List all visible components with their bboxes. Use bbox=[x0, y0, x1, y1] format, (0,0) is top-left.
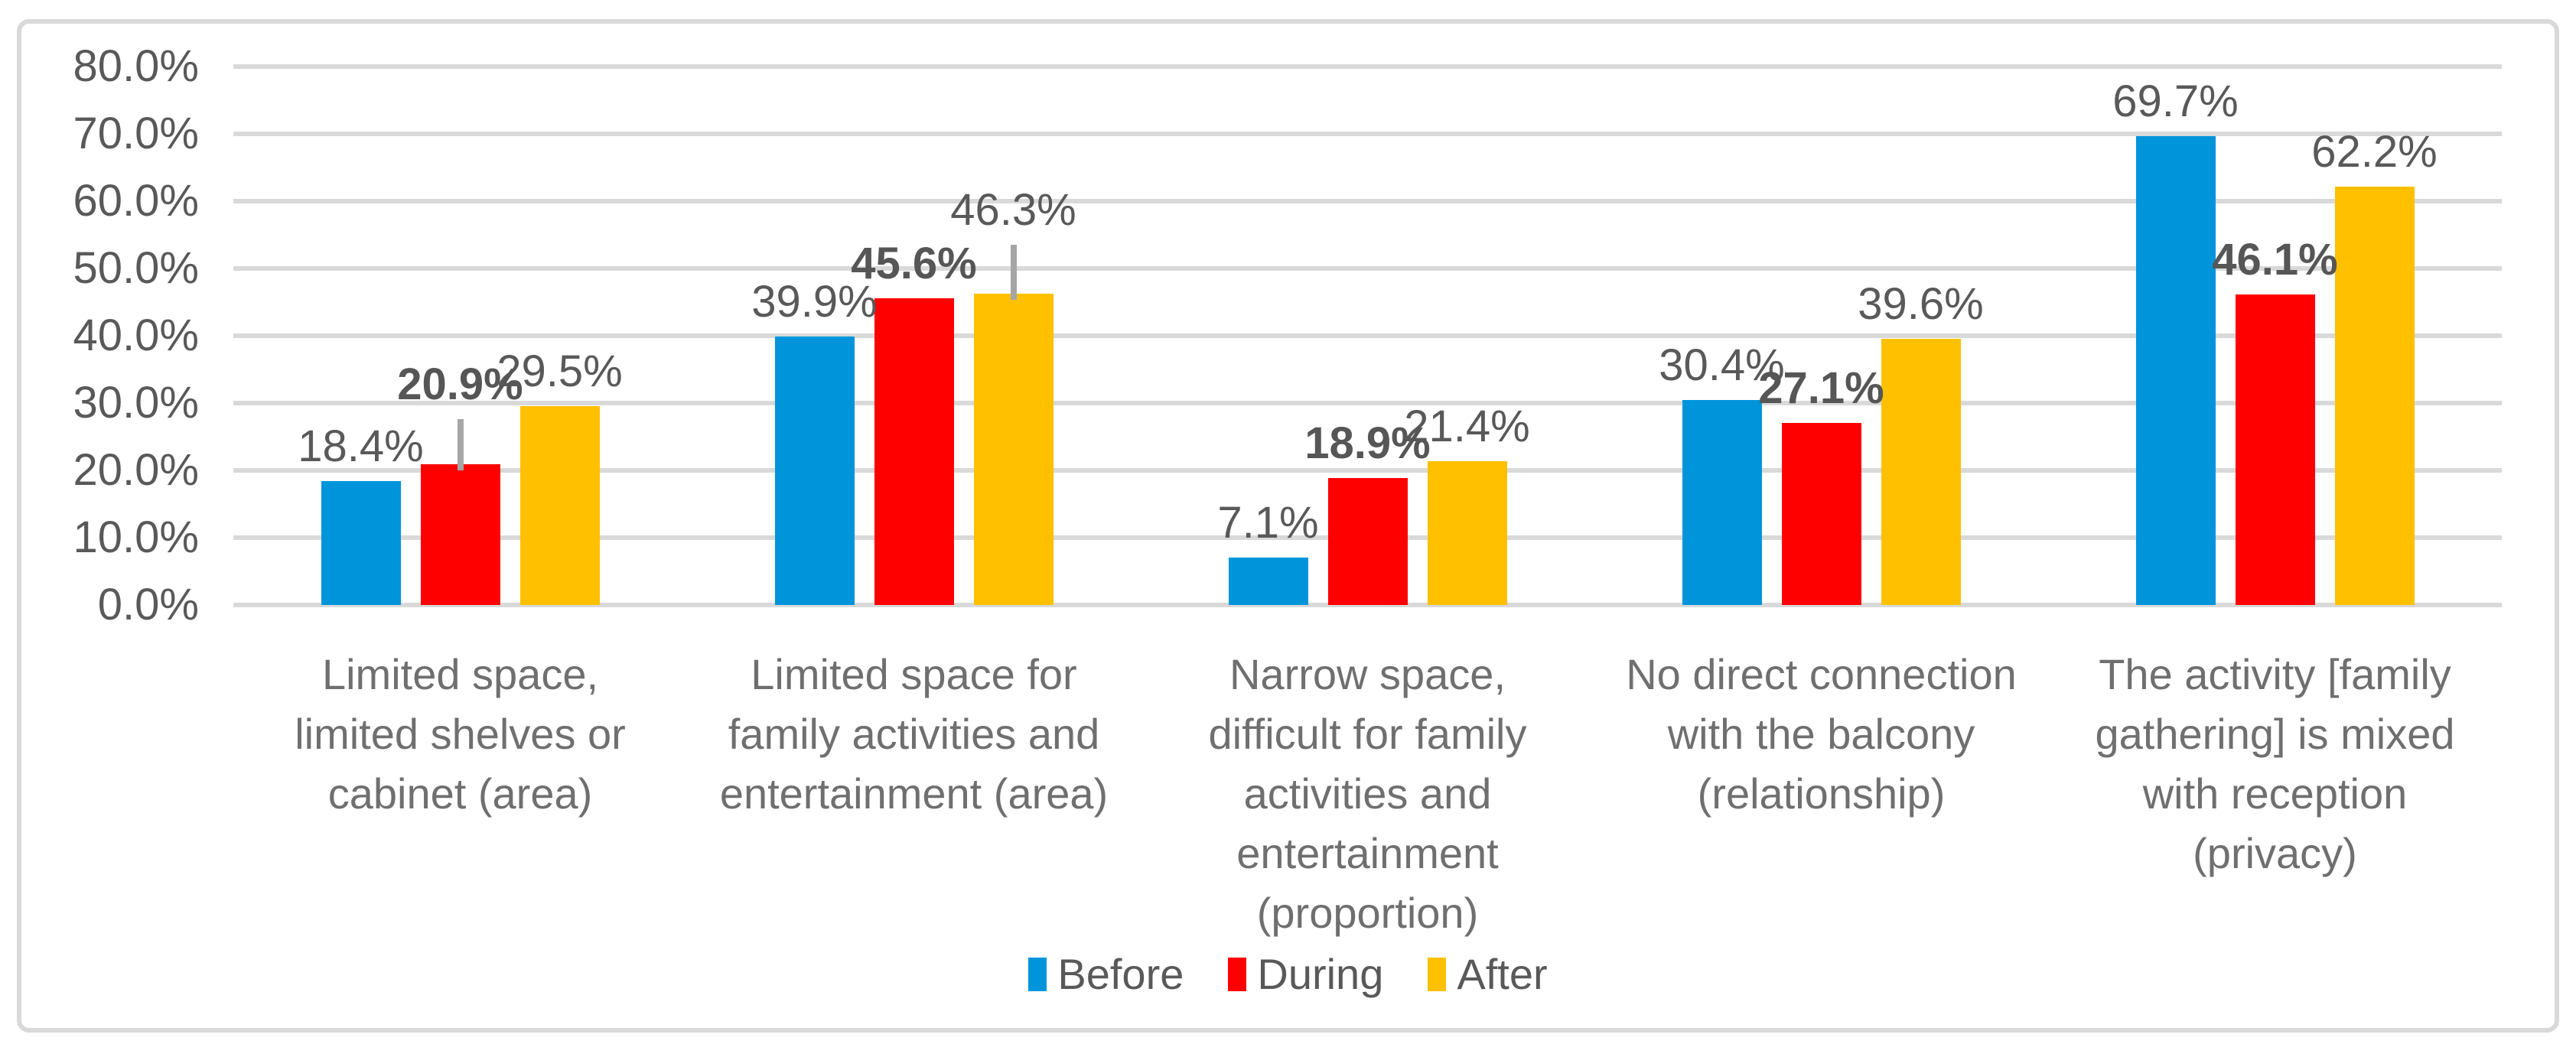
data-label-during-0: 20.9% bbox=[397, 359, 523, 410]
bar-during-1 bbox=[874, 298, 954, 605]
y-axis-tick-label: 0.0% bbox=[97, 580, 199, 629]
bar-after-3 bbox=[1881, 338, 1961, 605]
data-label-during-2: 18.9% bbox=[1304, 418, 1431, 468]
gridline bbox=[233, 468, 2502, 473]
bar-during-0 bbox=[420, 464, 500, 605]
data-label-after-4: 62.2% bbox=[2311, 126, 2438, 177]
data-label-after-1: 46.3% bbox=[950, 185, 1076, 236]
gridline bbox=[233, 603, 2502, 607]
bar-during-3 bbox=[1781, 422, 1861, 605]
bar-after-0 bbox=[519, 406, 600, 605]
y-axis-tick-label: 10.0% bbox=[73, 512, 199, 562]
bar-after-4 bbox=[2334, 186, 2415, 605]
bar-during-2 bbox=[1327, 477, 1408, 605]
data-label-during-3: 27.1% bbox=[1758, 363, 1884, 413]
data-label-before-1: 39.9% bbox=[751, 276, 878, 327]
data-label-during-4: 46.1% bbox=[2212, 235, 2338, 285]
category-label-1: Limited space for family activities and … bbox=[719, 650, 1109, 818]
category-label-2: Narrow space, difficult for family activ… bbox=[1208, 650, 1527, 937]
y-axis-tick-label: 20.0% bbox=[73, 445, 199, 495]
data-label-before-3: 30.4% bbox=[1659, 340, 1785, 391]
category-label-3: No direct connection with the balcony (r… bbox=[1626, 650, 2017, 818]
gridline bbox=[233, 266, 2502, 271]
y-axis-tick-label: 60.0% bbox=[73, 176, 199, 226]
error-bar-during-0 bbox=[457, 419, 464, 471]
gridline bbox=[233, 401, 2502, 405]
y-axis-tick-label: 30.0% bbox=[73, 378, 199, 428]
y-axis-tick-label: 80.0% bbox=[73, 41, 199, 91]
y-axis-tick-label: 40.0% bbox=[73, 311, 199, 360]
y-axis-tick-label: 70.0% bbox=[73, 109, 199, 158]
data-label-after-0: 29.5% bbox=[497, 346, 623, 397]
gridline bbox=[233, 333, 2502, 338]
bar-before-3 bbox=[1682, 400, 1762, 605]
bar-before-2 bbox=[1228, 557, 1308, 605]
bar-before-1 bbox=[774, 336, 855, 605]
legend-label-after: After bbox=[1457, 950, 1548, 998]
data-label-before-0: 18.4% bbox=[298, 421, 424, 472]
data-label-during-1: 45.6% bbox=[851, 238, 977, 288]
legend-label-during: During bbox=[1257, 950, 1384, 998]
legend-label-before: Before bbox=[1057, 950, 1184, 998]
bar-after-2 bbox=[1427, 460, 1507, 605]
gridline bbox=[233, 64, 2502, 69]
bar-during-4 bbox=[2235, 294, 2315, 605]
data-label-after-2: 21.4% bbox=[1404, 401, 1530, 451]
legend-item-during: During bbox=[1228, 952, 1383, 997]
bar-before-0 bbox=[321, 481, 401, 605]
bar-before-4 bbox=[2135, 135, 2216, 605]
data-label-before-4: 69.7% bbox=[2112, 76, 2239, 126]
legend-swatch-before bbox=[1028, 958, 1047, 991]
legend-swatch-during bbox=[1228, 958, 1247, 991]
legend-swatch-after bbox=[1428, 958, 1447, 991]
category-label-0: Limited space, limited shelves or cabine… bbox=[295, 650, 626, 818]
data-label-before-2: 7.1% bbox=[1217, 497, 1319, 548]
error-bar-after-1 bbox=[1010, 245, 1017, 300]
bar-after-1 bbox=[973, 293, 1054, 605]
gridline bbox=[233, 132, 2502, 136]
gridline bbox=[233, 199, 2502, 203]
data-label-after-3: 39.6% bbox=[1858, 278, 1984, 329]
legend-item-after: After bbox=[1428, 950, 1548, 998]
chart-outer-border bbox=[17, 19, 2559, 1033]
legend-item-before: Before bbox=[1028, 952, 1184, 997]
chart-legend: Before During After bbox=[0, 952, 2576, 997]
category-label-4: The activity [family gathering] is mixed… bbox=[2095, 650, 2455, 877]
y-axis-tick-label: 50.0% bbox=[73, 243, 199, 293]
